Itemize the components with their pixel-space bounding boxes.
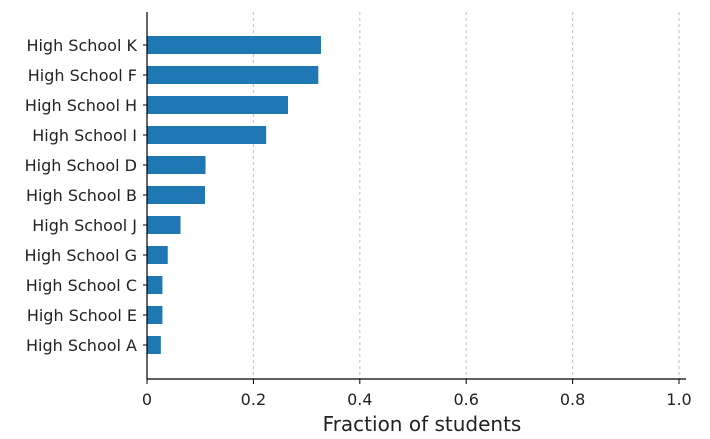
x-tick-label: 0.8 xyxy=(560,390,585,409)
x-tick-label: 1.0 xyxy=(666,390,691,409)
category-label: High School E xyxy=(27,306,137,325)
category-label: High School I xyxy=(32,126,137,145)
x-tick-label: 0.4 xyxy=(347,390,372,409)
category-label: High School B xyxy=(26,186,137,205)
bar xyxy=(147,36,321,54)
category-label: High School K xyxy=(26,36,137,55)
bar xyxy=(147,66,319,84)
category-label: High School D xyxy=(25,156,137,175)
bars xyxy=(147,36,321,354)
bar xyxy=(147,96,288,114)
bar xyxy=(147,186,205,204)
category-label: High School A xyxy=(26,336,137,355)
bar xyxy=(147,276,163,294)
category-label: High School C xyxy=(26,276,137,295)
category-labels: High School K High School F High School H H… xyxy=(25,36,147,355)
category-label: High School J xyxy=(32,216,137,235)
x-axis-ticks: 0 0.2 0.4 0.6 0.8 1.0 xyxy=(142,379,692,409)
category-label: High School F xyxy=(28,66,137,85)
bar xyxy=(147,216,181,234)
bar xyxy=(147,126,267,144)
category-label: High School G xyxy=(25,246,137,265)
bar xyxy=(147,306,163,324)
bar xyxy=(147,246,168,264)
x-tick-label: 0.6 xyxy=(453,390,478,409)
bar xyxy=(147,156,206,174)
x-tick-label: 0.2 xyxy=(241,390,266,409)
category-label: High School H xyxy=(25,96,137,115)
x-tick-label: 0 xyxy=(142,390,152,409)
bar xyxy=(147,336,161,354)
x-axis-label: Fraction of students xyxy=(323,412,522,436)
